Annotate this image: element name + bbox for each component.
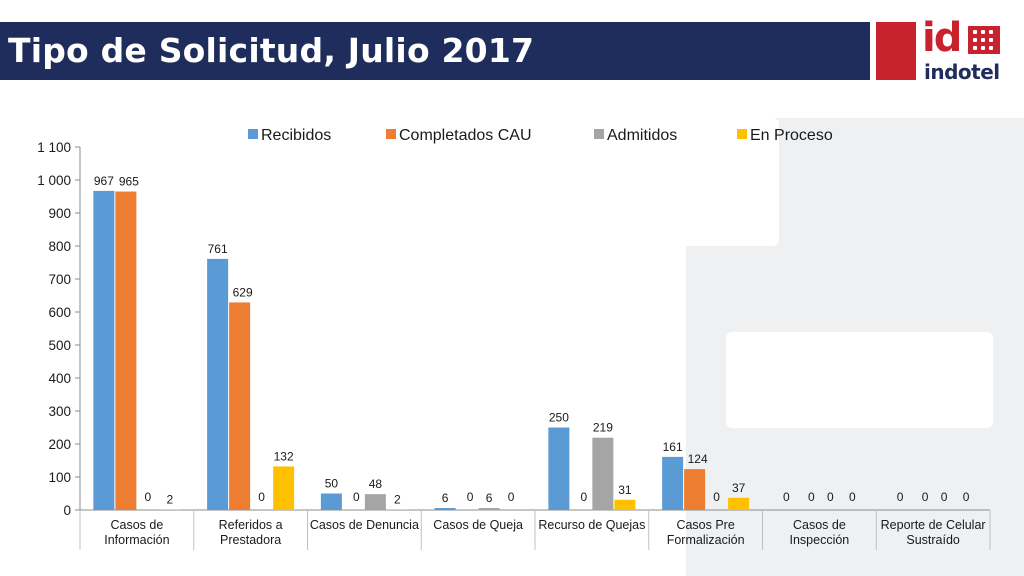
y-tick-label: 800 [48, 239, 71, 254]
data-label: 0 [783, 490, 790, 504]
data-label: 6 [486, 491, 493, 505]
data-label: 250 [549, 411, 569, 425]
data-label: 48 [369, 477, 383, 491]
data-label: 0 [963, 490, 970, 504]
bar-en-proceso [273, 466, 295, 510]
category-label: Recurso de Quejas [538, 518, 645, 532]
decorative-card [726, 332, 993, 428]
legend-swatch [386, 129, 396, 139]
data-label: 0 [508, 490, 515, 504]
decorative-card [686, 118, 779, 246]
legend-swatch [248, 129, 258, 139]
logo-mark: id [922, 15, 962, 61]
title-bar: Tipo de Solicitud, Julio 2017 [0, 22, 870, 80]
legend-label: En Proceso [750, 127, 833, 144]
bar-admitidos [364, 494, 386, 510]
data-label: 0 [897, 490, 904, 504]
data-label: 0 [467, 490, 474, 504]
bar-admitidos [592, 437, 614, 510]
bar-admitidos [478, 508, 500, 510]
data-label: 0 [849, 490, 856, 504]
category-label: Prestadora [220, 533, 281, 547]
data-label: 0 [145, 490, 152, 504]
category-label: Casos Pre [676, 518, 734, 532]
bar-recibidos [207, 258, 229, 510]
data-label: 2 [394, 492, 401, 506]
data-label: 761 [208, 242, 228, 256]
data-label: 0 [581, 490, 588, 504]
data-label: 0 [941, 490, 948, 504]
data-label: 132 [274, 449, 294, 463]
data-label: 37 [732, 481, 746, 495]
category-label: Sustraído [906, 533, 960, 547]
data-label: 0 [258, 490, 265, 504]
logo-grid-icon [968, 26, 1000, 54]
bar-en-proceso [614, 499, 636, 510]
data-label: 0 [922, 490, 929, 504]
bar-completados-cau [684, 469, 706, 510]
data-label: 0 [713, 490, 720, 504]
category-label: Casos de Queja [433, 518, 523, 532]
data-label: 0 [353, 490, 360, 504]
data-label: 50 [325, 477, 339, 491]
bar-recibidos [662, 456, 684, 510]
bar-en-proceso [728, 497, 750, 510]
y-tick-label: 500 [48, 338, 71, 353]
data-label: 2 [167, 492, 174, 506]
y-tick-label: 200 [48, 437, 71, 452]
indotel-logo: id indotel [922, 15, 1024, 88]
data-label: 0 [808, 490, 815, 504]
y-tick-label: 400 [48, 371, 71, 386]
y-tick-label: 1 000 [37, 173, 71, 188]
category-label: Inspección [789, 533, 849, 547]
y-tick-label: 300 [48, 404, 71, 419]
data-label: 219 [593, 421, 613, 435]
category-label: Reporte de Celular [881, 518, 986, 532]
legend-label: Recibidos [261, 127, 331, 144]
category-label: Casos de Denuncia [310, 518, 419, 532]
bar-recibidos [320, 493, 342, 510]
category-label: Información [104, 533, 169, 547]
bar-en-proceso [386, 509, 408, 510]
y-tick-label: 900 [48, 206, 71, 221]
data-label: 965 [119, 175, 139, 189]
y-tick-label: 100 [48, 470, 71, 485]
bar-en-proceso [159, 509, 181, 510]
bar-completados-cau [229, 302, 251, 510]
y-tick-label: 600 [48, 305, 71, 320]
logo-red-block [876, 22, 916, 80]
legend-label: Admitidos [607, 127, 677, 144]
category-label: Formalización [667, 533, 745, 547]
data-label: 0 [827, 490, 834, 504]
category-label: Casos de [110, 518, 163, 532]
legend-swatch [737, 129, 747, 139]
data-label: 967 [94, 174, 114, 188]
y-tick-label: 1 100 [37, 140, 71, 155]
bar-completados-cau [115, 191, 137, 511]
category-label: Referidos a [219, 518, 283, 532]
logo-name: indotel [924, 60, 1000, 84]
legend-swatch [594, 129, 604, 139]
data-label: 161 [663, 440, 683, 454]
bar-recibidos [548, 427, 570, 510]
data-label: 31 [618, 483, 632, 497]
y-tick-label: 0 [63, 503, 71, 518]
data-label: 6 [442, 491, 449, 505]
page-title: Tipo de Solicitud, Julio 2017 [8, 31, 535, 70]
y-tick-label: 700 [48, 272, 71, 287]
data-label: 124 [688, 452, 708, 466]
bar-recibidos [93, 190, 115, 510]
legend-label: Completados CAU [399, 127, 532, 144]
bar-recibidos [434, 508, 456, 510]
category-label: Casos de [793, 518, 846, 532]
data-label: 629 [233, 285, 253, 299]
